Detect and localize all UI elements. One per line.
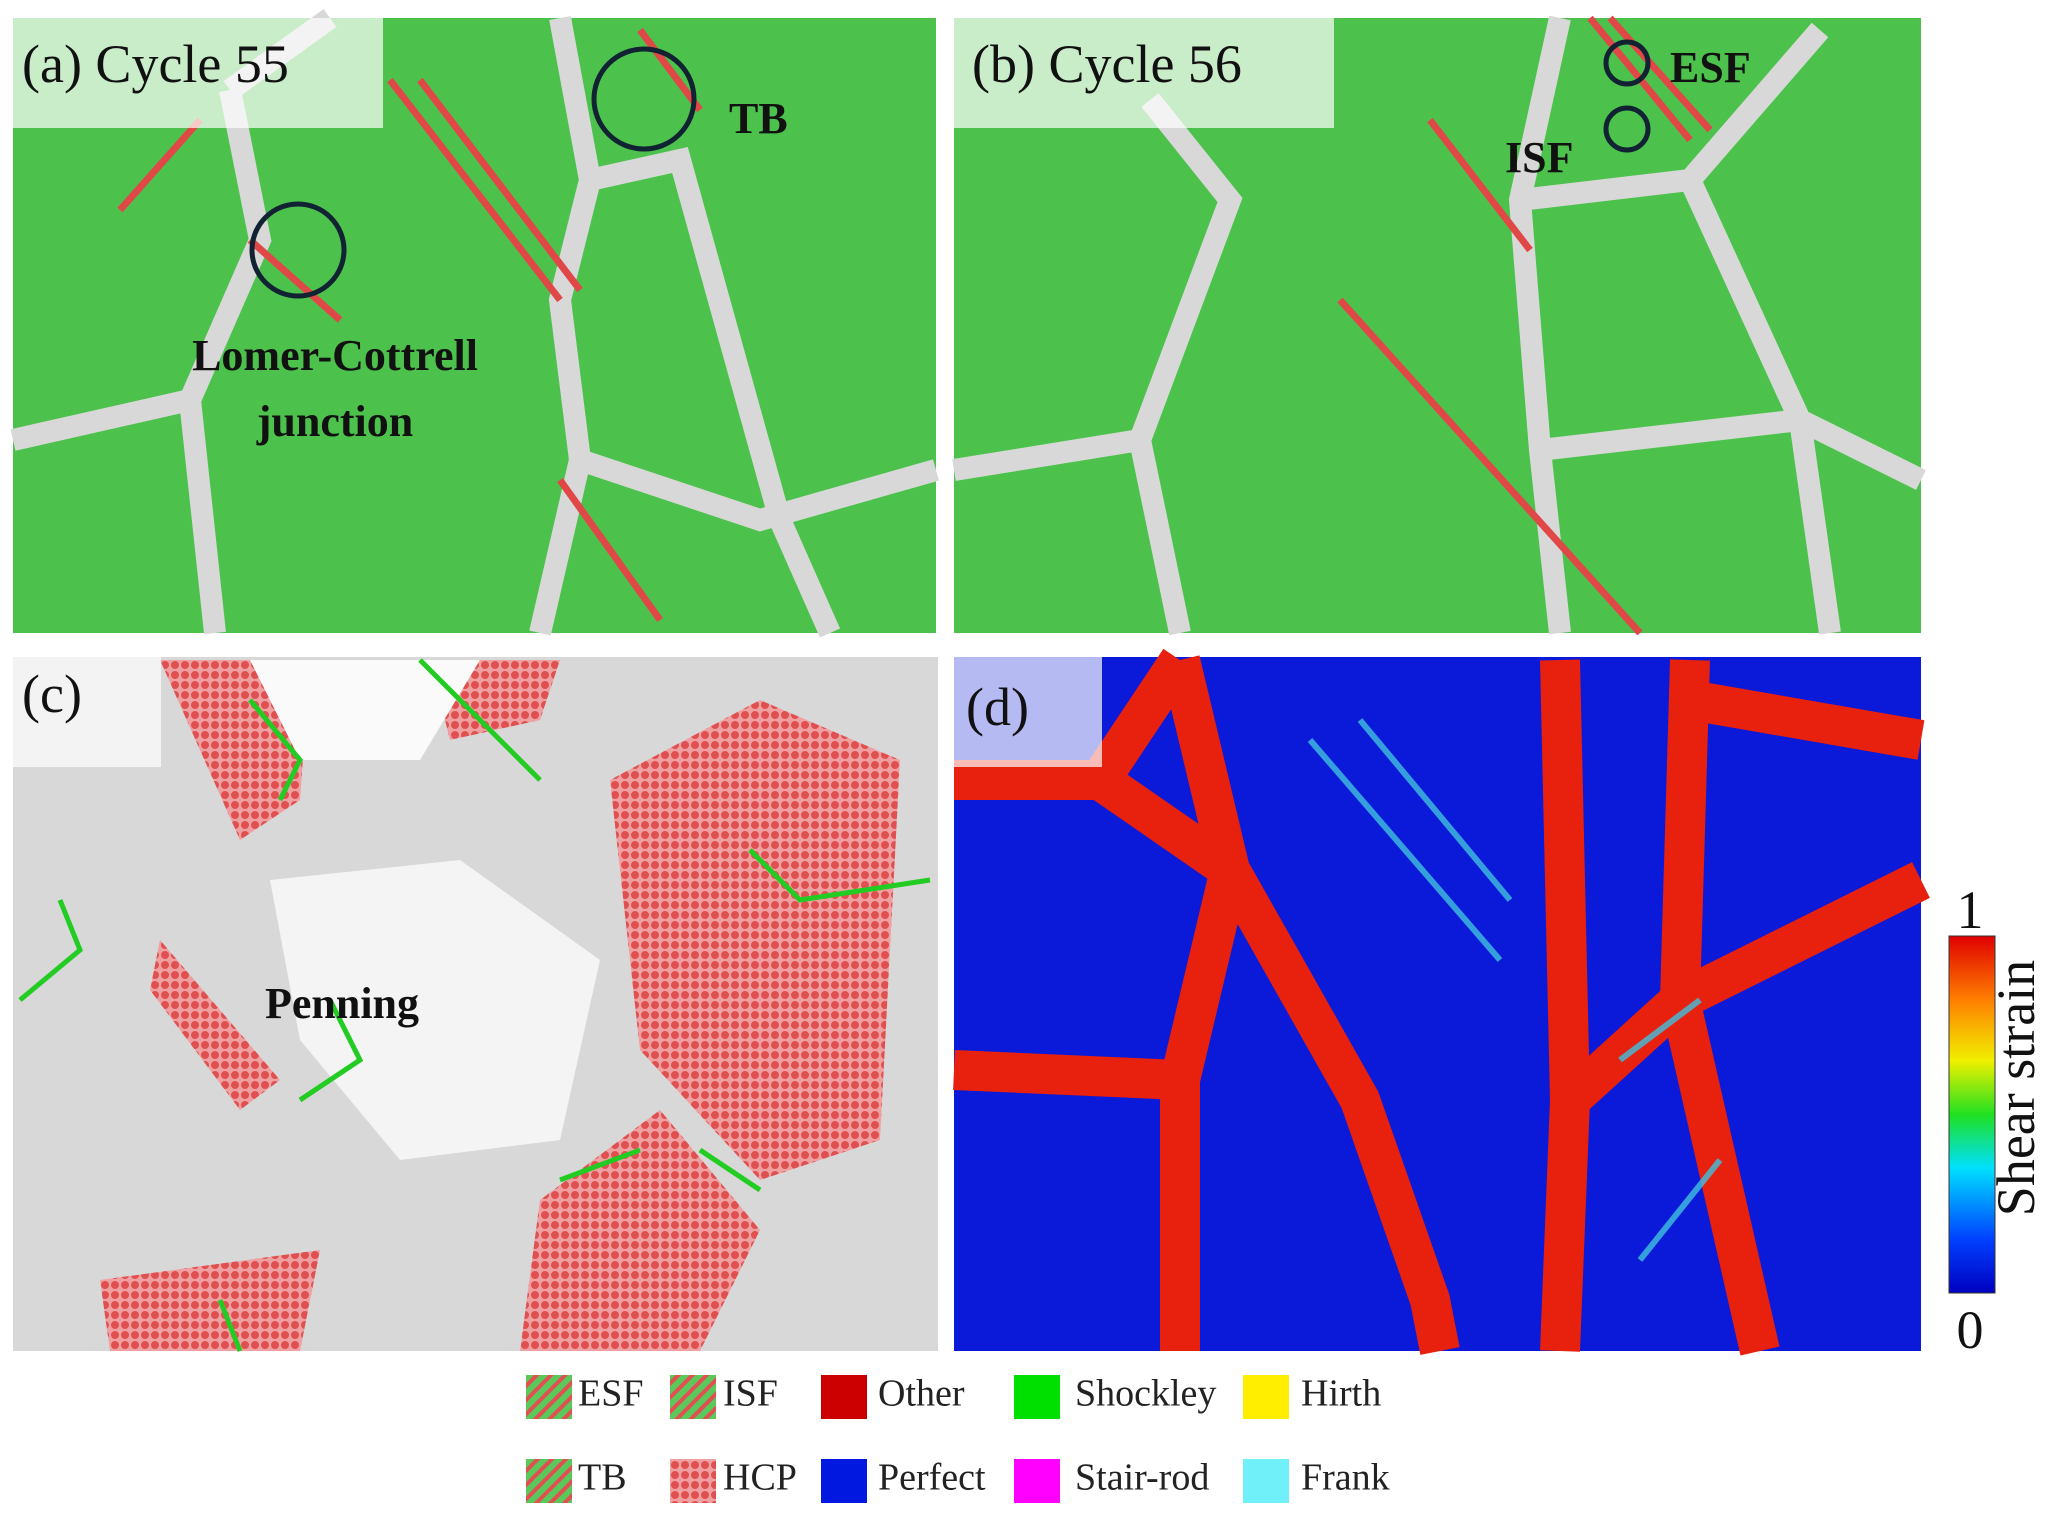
legend-swatch [526,1375,572,1419]
legend-label: Other [878,1373,965,1415]
annotation: Penning [265,979,419,1028]
panel-label: (d) [966,677,1029,737]
annotation: Lomer-Cottrell [192,331,478,380]
void [250,660,480,760]
legend-label: Frank [1301,1457,1390,1499]
void [270,860,600,1160]
panel-a: (a) Cycle 55 TB Lomer-Cottrell junction [10,9,940,638]
legend-label: Perfect [878,1457,986,1499]
label-box [954,657,1102,767]
panel-label: (a) Cycle 55 [22,34,289,94]
legend-label: Stair-rod [1075,1457,1209,1499]
panel-d: (d) [953,648,1930,1356]
legend-swatch [821,1459,867,1503]
grain-boundaries [952,15,1926,636]
legend-swatch [1014,1459,1060,1503]
circle-marker [1603,105,1651,153]
legend-swatch [526,1459,572,1503]
panel-c: (c) Penning [13,657,938,1352]
legend-swatch [1243,1459,1289,1503]
annotation: junction [256,397,413,446]
high-strain-bands [953,648,1930,1356]
legend-label: ESF [578,1373,643,1415]
legend-label: Hirth [1301,1373,1381,1415]
low-strain-traces [1307,718,1723,1262]
annotation: ISF [1505,133,1573,182]
circle-marker [591,46,697,152]
colorbar-scale [1948,935,1996,1294]
stacking-faults [117,27,703,623]
colorbar: 1 0 Shear strain [1948,880,2046,1360]
stacking-faults [1337,15,1713,636]
colorbar-max: 1 [1957,880,1984,940]
legend-label: TB [578,1457,627,1499]
annotation: ESF [1670,43,1751,92]
legend-swatch [821,1375,867,1419]
legend-label: ISF [723,1373,778,1415]
legend-label: HCP [723,1457,797,1499]
label-box [13,18,383,128]
panel-b: (b) Cycle 56 ESF ISF [952,15,1926,636]
annotation: TB [729,94,788,143]
panel-label: (b) Cycle 56 [972,34,1242,94]
colorbar-min: 0 [1957,1300,1984,1360]
label-box [13,657,161,767]
label-box [954,18,1334,128]
legend: ESF ISF Other Shockley Hirth TB HCP Perfect Stai… [526,1373,1390,1503]
circle-marker [249,201,347,299]
legend-swatch [1243,1375,1289,1419]
legend-label: Shockley [1075,1373,1216,1415]
colorbar-title: Shear strain [1986,960,2046,1216]
legend-swatch [670,1459,716,1503]
legend-swatch [670,1375,716,1419]
circle-marker [1603,39,1651,87]
panel-label: (c) [22,664,82,724]
dislocation-lines [18,658,931,1352]
legend-swatch [1014,1375,1060,1419]
